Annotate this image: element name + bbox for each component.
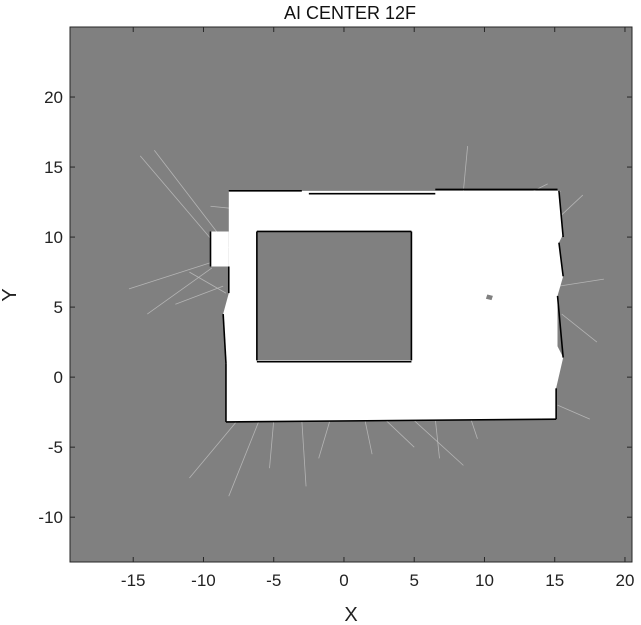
unknown-region	[256, 231, 412, 361]
lidar-ray	[557, 404, 591, 420]
y-axis-label: Y	[0, 288, 21, 301]
y-tick-label: -10	[38, 508, 63, 527]
y-tick-label: -5	[48, 438, 63, 457]
x-tick-label: -5	[266, 571, 281, 590]
lidar-ray	[558, 278, 604, 287]
plot-area	[70, 27, 632, 562]
wall-segment	[558, 242, 564, 277]
x-tick-label: 10	[475, 571, 494, 590]
wall-segment	[556, 295, 564, 358]
axes-frame	[69, 26, 633, 563]
x-tick-label: -10	[191, 571, 216, 590]
unexplored-interior	[256, 231, 493, 361]
lidar-ray	[561, 313, 598, 343]
figure-title: AI CENTER 12F	[284, 3, 416, 23]
y-tick-label: 20	[44, 88, 63, 107]
x-tick-label: 5	[409, 571, 418, 590]
lidar-ray	[228, 418, 261, 497]
x-tick-label: 20	[616, 571, 635, 590]
x-axis-label: X	[344, 604, 357, 625]
lidar-ray	[413, 420, 464, 466]
y-tick-label: 5	[54, 298, 63, 317]
lidar-ray	[385, 420, 415, 448]
lidar-ray	[189, 271, 227, 294]
wall-segment	[558, 190, 564, 238]
y-axis-ticks: -10 -5 0 5 10 15 20	[38, 88, 632, 527]
wall-segment	[225, 418, 557, 423]
x-tick-label: -15	[121, 571, 146, 590]
lidar-ray	[318, 420, 331, 459]
lidar-ray	[147, 267, 213, 315]
lidar-ray	[128, 261, 213, 290]
lidar-ray	[269, 420, 275, 469]
y-tick-label: 10	[44, 228, 63, 247]
lidar-ray	[175, 285, 224, 305]
walls	[209, 188, 564, 423]
lidar-ray	[560, 194, 584, 217]
x-tick-label: 0	[339, 571, 348, 590]
y-tick-label: 0	[54, 368, 63, 387]
lidar-ray	[470, 417, 478, 439]
free-region	[210, 231, 229, 267]
lidar-ray	[434, 419, 440, 459]
x-tick-label: 15	[545, 571, 564, 590]
lidar-ray	[189, 418, 239, 479]
lidar-ray	[364, 420, 373, 455]
x-axis-ticks: -15 -10 -5 0 5 10 15 20	[121, 27, 635, 590]
wall-segment	[222, 314, 227, 364]
lidar-ray	[301, 420, 307, 487]
y-tick-label: 15	[44, 158, 63, 177]
unknown-region	[485, 294, 493, 301]
lidar-ray	[463, 146, 469, 191]
